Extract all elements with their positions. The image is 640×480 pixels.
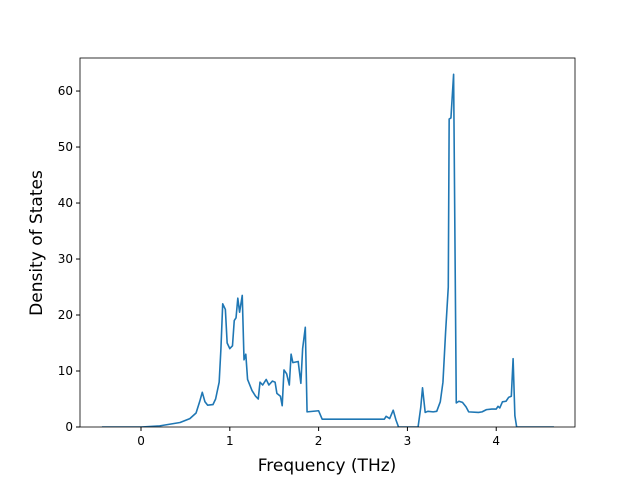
y-axis-label: Density of States xyxy=(27,170,47,316)
y-tick-label: 10 xyxy=(58,364,73,378)
y-tick-label: 60 xyxy=(58,84,73,98)
y-tick-label: 0 xyxy=(65,420,73,434)
x-tick-label: 2 xyxy=(315,434,323,448)
x-tick-label: 1 xyxy=(226,434,234,448)
y-tick-label: 50 xyxy=(58,140,73,154)
y-tick-label: 20 xyxy=(58,308,73,322)
y-tick-label: 40 xyxy=(58,196,73,210)
x-tick-label: 0 xyxy=(137,434,145,448)
y-tick-label: 30 xyxy=(58,252,73,266)
x-axis-label: Frequency (THz) xyxy=(258,456,397,476)
data-line xyxy=(101,73,554,427)
x-tick-label: 3 xyxy=(404,434,412,448)
x-tick-label: 4 xyxy=(492,434,500,448)
plot-frame xyxy=(79,57,576,428)
